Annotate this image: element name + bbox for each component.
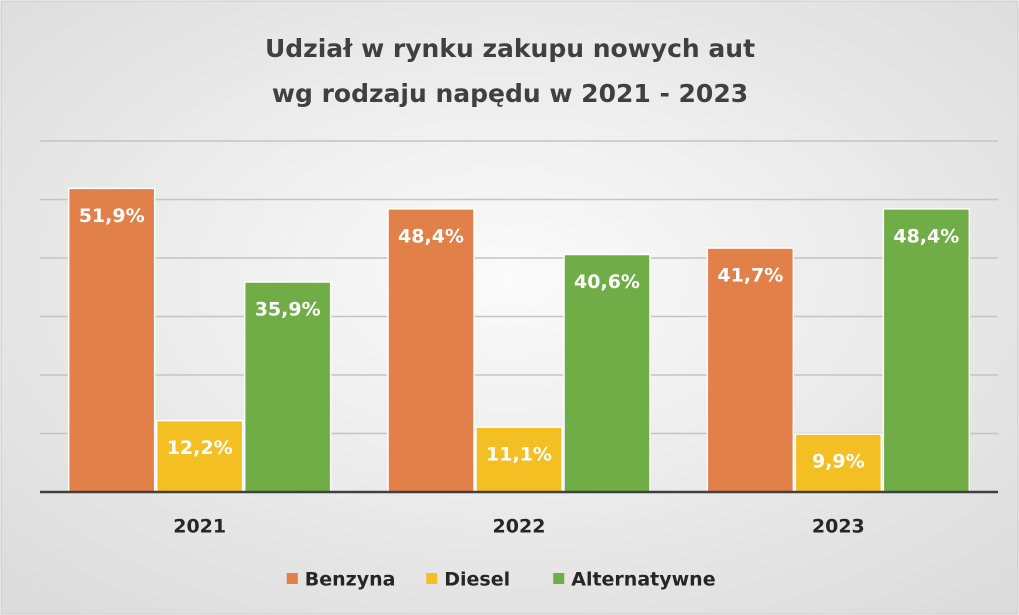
bar (243, 281, 332, 493)
x-tick-label: 2023 (812, 516, 865, 538)
legend-swatch (426, 573, 438, 584)
legend-swatch (286, 573, 298, 584)
bar (882, 208, 971, 493)
bar (155, 419, 244, 493)
chart-title: Udział w rynku zakupu nowych aut (265, 34, 755, 63)
bar (706, 247, 795, 493)
chart-title: wg rodzaju napędu w 2021 - 2023 (272, 79, 748, 108)
data-label: 51,9% (79, 205, 145, 227)
data-label: 48,4% (398, 225, 464, 247)
legend-swatch (553, 573, 565, 584)
bar (387, 208, 475, 493)
legend-label: Benzyna (305, 569, 396, 591)
bar (475, 426, 563, 493)
data-label: 12,2% (167, 437, 233, 459)
x-tick-label: 2022 (493, 516, 546, 538)
data-label: 9,9% (812, 451, 865, 473)
data-label: 35,9% (255, 298, 321, 320)
legend-label: Alternatywne (571, 569, 715, 591)
data-label: 40,6% (574, 271, 640, 293)
data-label: 11,1% (486, 444, 552, 466)
bar (563, 253, 651, 493)
bar (794, 433, 883, 493)
x-tick-label: 2021 (173, 516, 226, 538)
data-label: 41,7% (717, 265, 783, 287)
data-label: 48,4% (893, 225, 959, 247)
legend-label: Diesel (444, 569, 510, 591)
bar (67, 187, 156, 493)
